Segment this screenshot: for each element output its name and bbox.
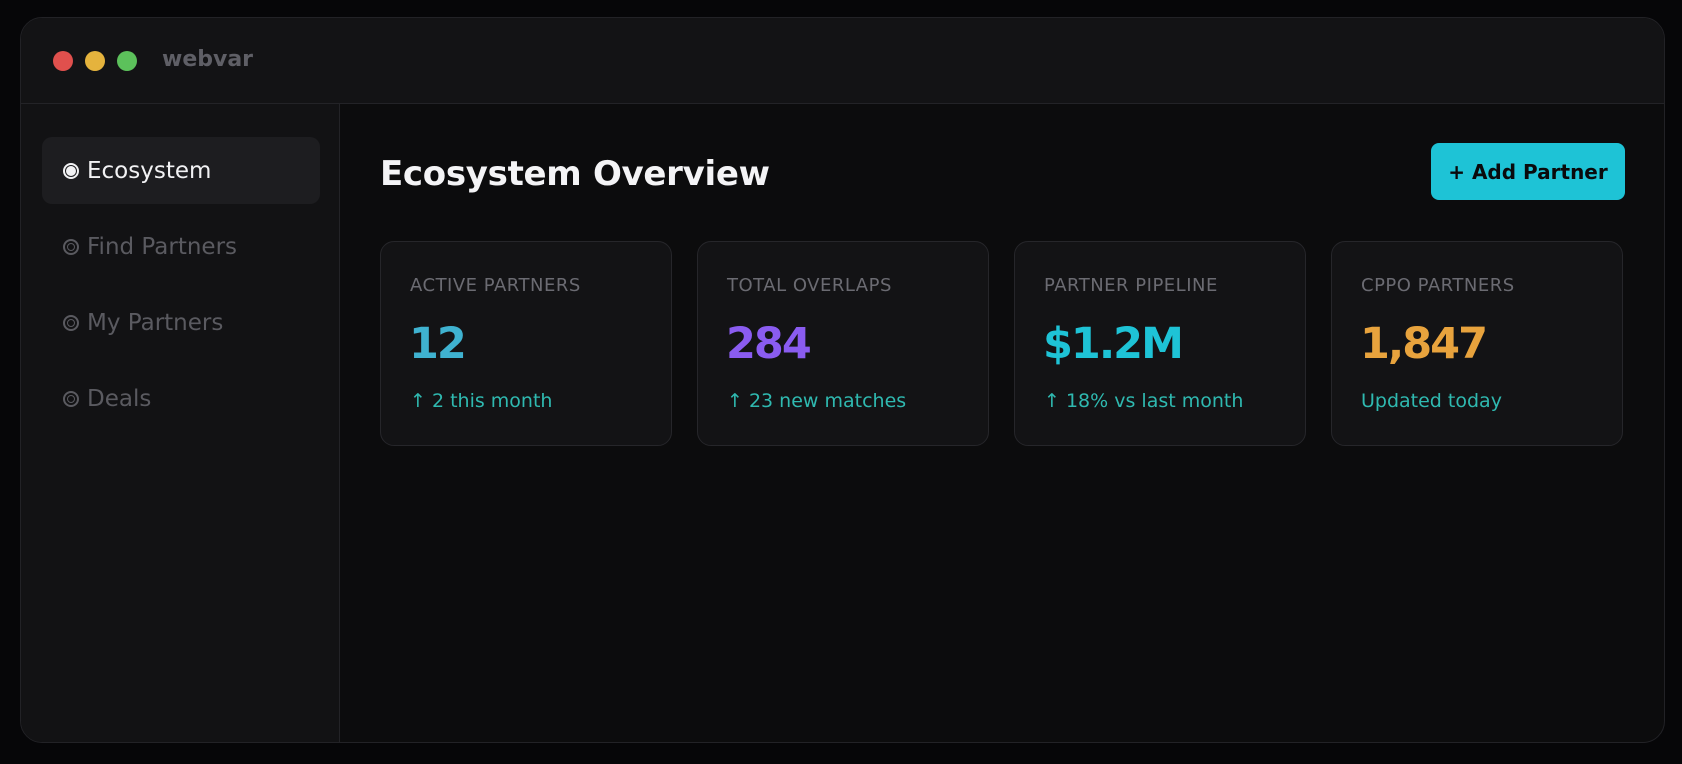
- stat-trend: ↑ 23 new matches: [727, 390, 907, 412]
- sidebar-item-label: Find Partners: [87, 233, 238, 260]
- stat-trend: ↑ 18% vs last month: [1044, 390, 1244, 412]
- stat-value: 1,847: [1360, 319, 1488, 369]
- close-window-button[interactable]: [53, 51, 73, 71]
- stat-trend: Updated today: [1361, 390, 1502, 412]
- app-title: webvar: [162, 47, 254, 72]
- page-title: Ecosystem Overview: [380, 154, 770, 194]
- sidebar-item-label: Deals: [87, 385, 152, 412]
- sidebar-item-label: Ecosystem: [87, 157, 212, 184]
- sidebar: Ecosystem Find Partners My Partners Deal…: [21, 104, 340, 742]
- stat-trend: ↑ 2 this month: [410, 390, 553, 412]
- add-partner-button[interactable]: + Add Partner: [1431, 143, 1625, 200]
- stat-value: 12: [409, 319, 467, 369]
- maximize-window-button[interactable]: [117, 51, 137, 71]
- stat-value: 284: [726, 319, 812, 369]
- stat-label: CPPO PARTNERS: [1361, 275, 1515, 296]
- sidebar-item-label: My Partners: [87, 309, 224, 336]
- radio-unselected-icon: [63, 390, 79, 407]
- stat-label: PARTNER PIPELINE: [1044, 275, 1218, 296]
- stat-label: TOTAL OVERLAPS: [727, 275, 892, 296]
- sidebar-item-find-partners[interactable]: Find Partners: [42, 213, 320, 280]
- stat-label: ACTIVE PARTNERS: [410, 275, 581, 296]
- title-bar: webvar: [21, 18, 1664, 104]
- sidebar-item-ecosystem[interactable]: Ecosystem: [42, 137, 320, 204]
- app-window: webvar Ecosystem Find Partners My Partne…: [20, 17, 1665, 743]
- stat-value: $1.2M: [1043, 319, 1184, 369]
- sidebar-item-deals[interactable]: Deals: [42, 365, 320, 432]
- radio-unselected-icon: [63, 238, 79, 255]
- minimize-window-button[interactable]: [85, 51, 105, 71]
- radio-selected-icon: [63, 162, 79, 179]
- stat-card-active-partners: ACTIVE PARTNERS 12 ↑ 2 this month: [380, 241, 672, 446]
- stat-card-partner-pipeline: PARTNER PIPELINE $1.2M ↑ 18% vs last mon…: [1014, 241, 1306, 446]
- main-content: Ecosystem Overview + Add Partner ACTIVE …: [340, 104, 1664, 742]
- sidebar-item-my-partners[interactable]: My Partners: [42, 289, 320, 356]
- stat-card-cppo-partners: CPPO PARTNERS 1,847 Updated today: [1331, 241, 1623, 446]
- radio-unselected-icon: [63, 314, 79, 331]
- stat-card-total-overlaps: TOTAL OVERLAPS 284 ↑ 23 new matches: [697, 241, 989, 446]
